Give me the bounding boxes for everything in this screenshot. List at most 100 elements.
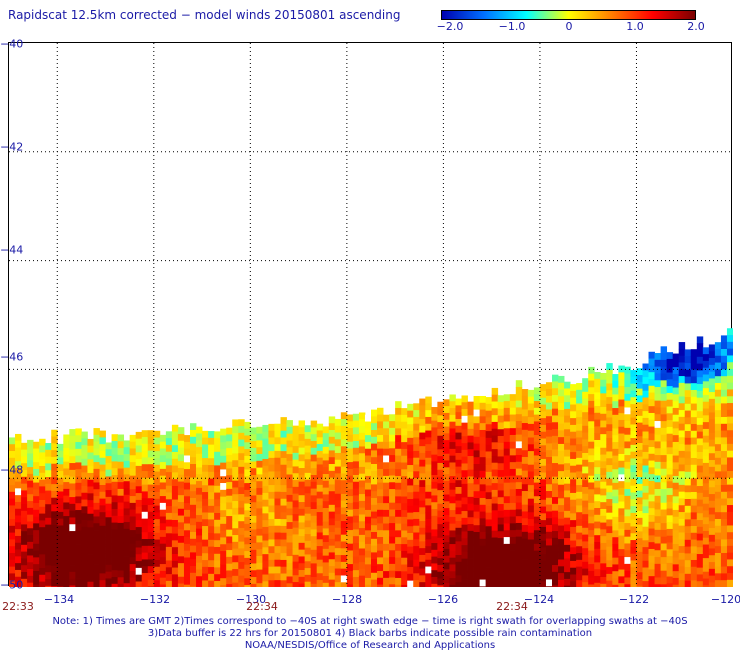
wind-difference-cell bbox=[546, 437, 552, 444]
wind-difference-cell bbox=[21, 545, 27, 552]
wind-difference-cell bbox=[697, 343, 703, 350]
wind-difference-cell bbox=[317, 478, 323, 485]
wind-difference-cell bbox=[600, 584, 606, 587]
wind-difference-cell bbox=[27, 535, 33, 542]
wind-difference-cell bbox=[268, 444, 274, 451]
wind-difference-cell bbox=[510, 537, 516, 544]
wind-difference-cell bbox=[93, 503, 99, 510]
wind-difference-cell bbox=[486, 417, 492, 424]
wind-difference-cell bbox=[395, 408, 401, 415]
wind-difference-cell bbox=[166, 540, 172, 547]
wind-difference-cell bbox=[661, 578, 667, 585]
wind-difference-cell bbox=[540, 561, 546, 568]
wind-difference-cell bbox=[81, 486, 87, 493]
wind-difference-cell bbox=[166, 567, 172, 574]
wind-difference-cell bbox=[691, 383, 697, 390]
wind-difference-cell bbox=[630, 547, 636, 554]
wind-difference-cell bbox=[51, 498, 57, 505]
wind-difference-cell bbox=[431, 577, 437, 584]
wind-difference-cell bbox=[377, 449, 383, 456]
wind-difference-cell bbox=[184, 455, 190, 462]
wind-difference-cell bbox=[75, 483, 81, 490]
wind-difference-cell bbox=[202, 444, 208, 451]
wind-difference-cell bbox=[160, 578, 166, 585]
wind-difference-cell bbox=[214, 493, 220, 500]
wind-difference-cell bbox=[443, 542, 449, 549]
wind-difference-cell bbox=[202, 540, 208, 547]
wind-difference-cell bbox=[534, 387, 540, 394]
wind-difference-cell bbox=[63, 496, 69, 503]
wind-difference-cell bbox=[703, 551, 709, 558]
wind-difference-cell bbox=[341, 460, 347, 467]
wind-difference-cell bbox=[238, 542, 244, 549]
wind-difference-cell bbox=[87, 534, 93, 541]
wind-difference-cell bbox=[287, 542, 293, 549]
wind-difference-cell bbox=[673, 530, 679, 537]
wind-difference-cell bbox=[474, 518, 480, 525]
wind-difference-cell bbox=[172, 452, 178, 459]
wind-difference-cell bbox=[715, 492, 721, 499]
wind-difference-cell bbox=[299, 570, 305, 577]
wind-difference-cell bbox=[655, 482, 661, 489]
wind-difference-cell bbox=[196, 583, 202, 587]
wind-difference-cell bbox=[522, 396, 528, 403]
wind-difference-cell bbox=[455, 419, 461, 426]
wind-difference-cell bbox=[582, 439, 588, 446]
wind-difference-cell bbox=[425, 437, 431, 444]
wind-difference-cell bbox=[425, 471, 431, 478]
wind-difference-cell bbox=[715, 526, 721, 533]
wind-difference-cell bbox=[220, 531, 226, 538]
wind-difference-cell bbox=[528, 424, 534, 431]
wind-difference-cell bbox=[661, 353, 667, 360]
wind-difference-cell bbox=[9, 451, 15, 458]
wind-difference-cell bbox=[462, 429, 468, 436]
wind-difference-cell bbox=[624, 537, 630, 544]
wind-difference-cell bbox=[649, 359, 655, 366]
wind-difference-cell bbox=[196, 433, 202, 440]
wind-difference-cell bbox=[685, 547, 691, 554]
wind-difference-cell bbox=[624, 421, 630, 428]
wind-difference-cell bbox=[582, 480, 588, 487]
wind-difference-cell bbox=[449, 517, 455, 524]
wind-difference-cell bbox=[69, 477, 75, 484]
wind-difference-cell bbox=[570, 425, 576, 432]
wind-difference-cell bbox=[166, 581, 172, 587]
wind-difference-cell bbox=[552, 402, 558, 409]
wind-difference-cell bbox=[455, 412, 461, 419]
wind-difference-cell bbox=[124, 508, 130, 515]
wind-difference-cell bbox=[419, 501, 425, 508]
wind-difference-cell bbox=[691, 376, 697, 383]
wind-difference-cell bbox=[232, 474, 238, 481]
wind-difference-cell bbox=[691, 438, 697, 445]
wind-difference-cell bbox=[413, 573, 419, 580]
wind-difference-cell bbox=[81, 513, 87, 520]
wind-difference-cell bbox=[624, 571, 630, 578]
wind-difference-cell bbox=[498, 565, 504, 572]
wind-difference-cell bbox=[546, 539, 552, 546]
wind-difference-cell bbox=[486, 513, 492, 520]
wind-difference-cell bbox=[486, 472, 492, 479]
wind-difference-cell bbox=[697, 493, 703, 500]
map-plot-area bbox=[8, 42, 732, 586]
wind-difference-cell bbox=[299, 461, 305, 468]
wind-difference-cell bbox=[250, 455, 256, 462]
wind-difference-cell bbox=[262, 445, 268, 452]
wind-difference-cell bbox=[721, 492, 727, 499]
wind-difference-cell bbox=[498, 579, 504, 586]
wind-difference-cell bbox=[45, 450, 51, 457]
wind-difference-cell bbox=[293, 432, 299, 439]
wind-difference-cell bbox=[498, 524, 504, 531]
wind-difference-cell bbox=[39, 534, 45, 541]
wind-difference-cell bbox=[582, 405, 588, 412]
wind-difference-cell bbox=[413, 471, 419, 478]
wind-difference-cell bbox=[643, 540, 649, 547]
wind-difference-cell bbox=[124, 542, 130, 549]
wind-difference-cell bbox=[624, 489, 630, 496]
wind-difference-cell bbox=[112, 550, 118, 557]
longitude-label: −124 bbox=[524, 593, 554, 606]
wind-difference-cell bbox=[359, 576, 365, 583]
wind-difference-cell bbox=[220, 537, 226, 544]
wind-difference-cell bbox=[558, 512, 564, 519]
wind-difference-cell bbox=[347, 455, 353, 462]
wind-difference-cell bbox=[437, 572, 443, 579]
